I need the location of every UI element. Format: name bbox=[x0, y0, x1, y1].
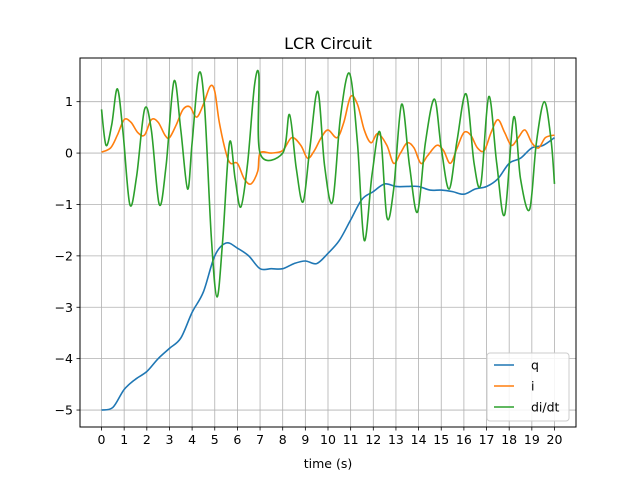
legend-label-i: i bbox=[531, 379, 534, 394]
x-tick-label: 11 bbox=[343, 432, 359, 447]
legend: qi di/dt bbox=[486, 352, 570, 422]
x-tick-label: 10 bbox=[320, 432, 336, 447]
x-tick-label: 12 bbox=[365, 432, 381, 447]
axes-frame bbox=[79, 57, 577, 428]
series-line-q bbox=[101, 136, 555, 411]
x-tick-label: 14 bbox=[411, 432, 427, 447]
plot-area bbox=[100, 69, 556, 411]
series-line-di-dt bbox=[100, 69, 556, 298]
x-tick-label: 3 bbox=[165, 432, 173, 447]
y-tick-label: −4 bbox=[55, 351, 73, 366]
x-tick-label: 6 bbox=[233, 432, 241, 447]
y-tick-label: −1 bbox=[55, 197, 73, 212]
x-tick-label: 7 bbox=[256, 432, 264, 447]
series-line-i bbox=[101, 84, 555, 185]
y-tick-label: −5 bbox=[55, 403, 73, 418]
legend-box bbox=[486, 352, 570, 422]
x-tick-label: 16 bbox=[456, 432, 472, 447]
y-tick-label: −2 bbox=[55, 248, 73, 263]
x-axis-label: time (s) bbox=[304, 456, 352, 471]
x-tick-label: 19 bbox=[524, 432, 540, 447]
x-tick-label: 20 bbox=[547, 432, 563, 447]
legend-label-q: q bbox=[531, 358, 539, 373]
chart-title: LCR Circuit bbox=[284, 34, 372, 53]
axis-ticks: 0 1 2 3 4 5 6 7 8 9 10 11 12 13 14 15 16 17 18 19 20−5−4−3−2… bbox=[55, 94, 563, 447]
y-tick-label: −3 bbox=[55, 300, 73, 315]
x-tick-label: 17 bbox=[479, 432, 495, 447]
x-tick-label: 9 bbox=[301, 432, 309, 447]
x-tick-label: 0 bbox=[98, 432, 106, 447]
x-tick-label: 18 bbox=[501, 432, 517, 447]
x-tick-label: 5 bbox=[211, 432, 219, 447]
x-tick-label: 2 bbox=[143, 432, 151, 447]
legend-label-di-dt: di/dt bbox=[531, 400, 560, 415]
x-tick-label: 15 bbox=[433, 432, 449, 447]
y-tick-label: 0 bbox=[65, 146, 73, 161]
x-tick-label: 1 bbox=[120, 432, 128, 447]
y-tick-label: 1 bbox=[65, 94, 73, 109]
x-tick-label: 8 bbox=[279, 432, 287, 447]
x-tick-label: 13 bbox=[388, 432, 404, 447]
x-tick-label: 4 bbox=[188, 432, 196, 447]
